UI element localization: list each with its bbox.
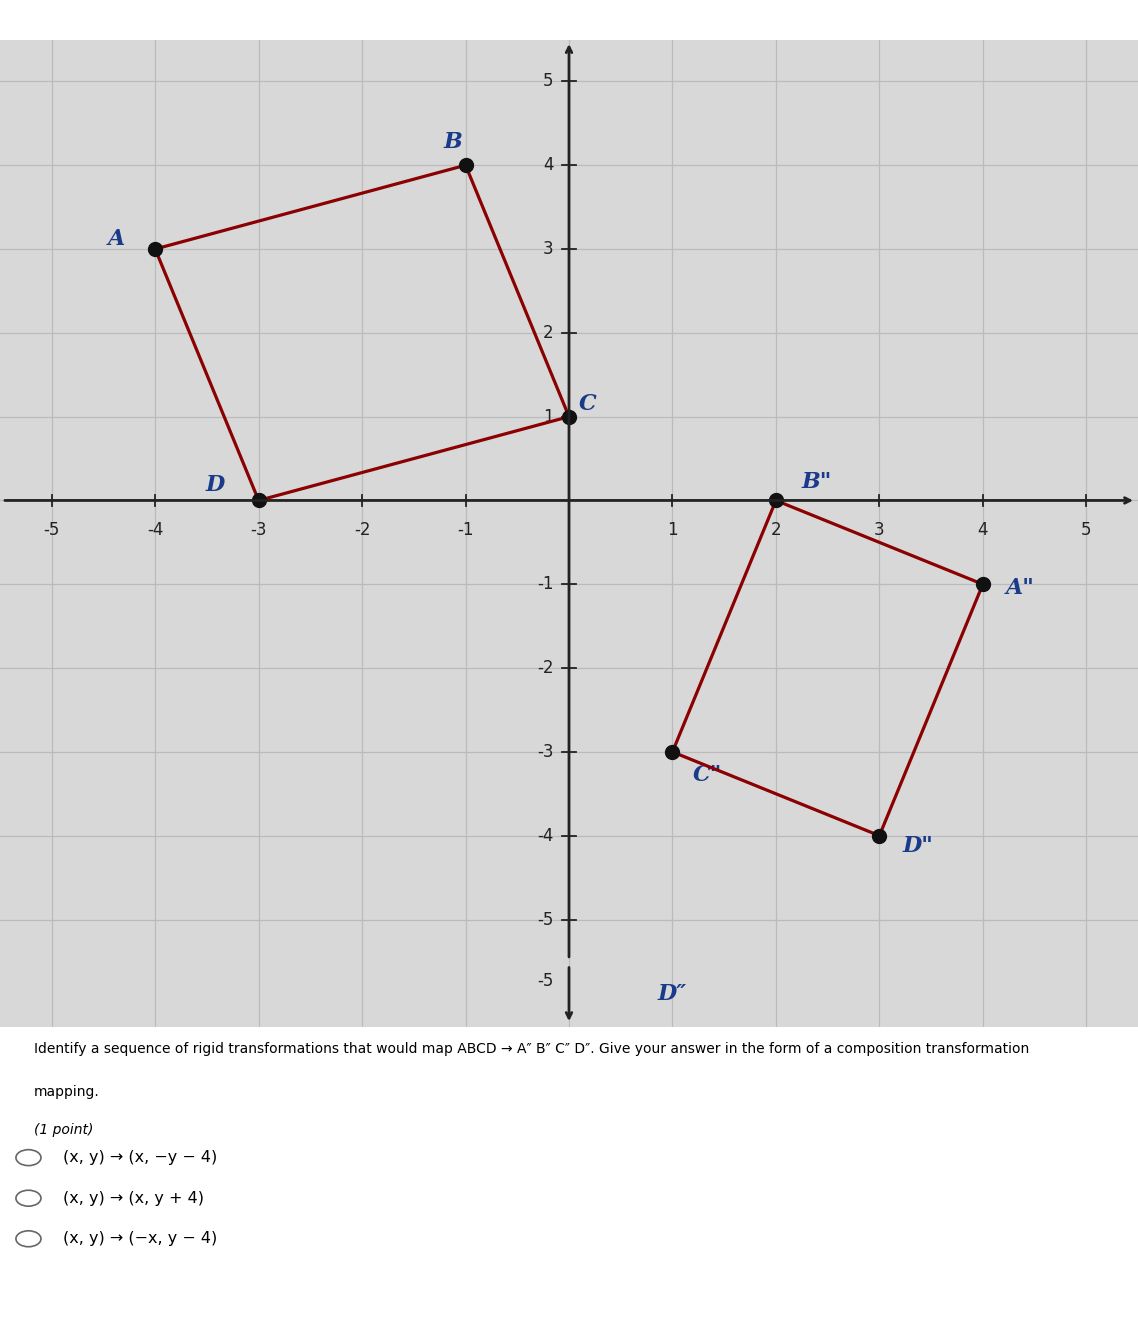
Text: (1 point): (1 point) (34, 1123, 93, 1137)
Text: 2: 2 (770, 522, 781, 540)
Text: -2: -2 (537, 658, 553, 677)
Text: B": B" (802, 471, 832, 493)
Text: A: A (107, 228, 124, 250)
Text: A": A" (1006, 577, 1034, 599)
Text: mapping.: mapping. (34, 1085, 100, 1100)
Text: 5: 5 (1081, 522, 1091, 540)
Text: 4: 4 (978, 522, 988, 540)
Text: -5: -5 (537, 910, 553, 928)
Text: C: C (579, 392, 596, 415)
Ellipse shape (16, 1191, 41, 1206)
Ellipse shape (16, 1150, 41, 1166)
Text: 5: 5 (543, 72, 553, 91)
Text: (x, y) → (x, −y − 4): (x, y) → (x, −y − 4) (63, 1150, 217, 1166)
Text: B: B (444, 130, 462, 153)
Text: 3: 3 (874, 522, 884, 540)
Text: 1: 1 (667, 522, 678, 540)
Text: Identify a sequence of rigid transformations that would map ABCD → A″ B″ C″ D″. : Identify a sequence of rigid transformat… (34, 1042, 1030, 1056)
Text: -1: -1 (537, 576, 553, 593)
Text: -5: -5 (43, 522, 60, 540)
Text: 2: 2 (543, 324, 553, 342)
Text: D": D" (902, 835, 933, 857)
Text: D″: D″ (658, 969, 687, 992)
Ellipse shape (16, 1231, 41, 1247)
Text: -2: -2 (354, 522, 370, 540)
Text: -4: -4 (147, 522, 164, 540)
Text: (x, y) → (x, y + 4): (x, y) → (x, y + 4) (63, 1191, 204, 1205)
Text: (x, y) → (−x, y − 4): (x, y) → (−x, y − 4) (63, 1231, 217, 1246)
Text: -3: -3 (537, 743, 553, 761)
Text: -5: -5 (537, 972, 553, 990)
Text: -1: -1 (457, 522, 473, 540)
Text: -4: -4 (537, 827, 553, 844)
Text: 3: 3 (543, 240, 553, 258)
Text: -3: -3 (250, 522, 267, 540)
Text: 4: 4 (543, 157, 553, 174)
Text: 1: 1 (543, 408, 553, 425)
Text: D″: D″ (658, 984, 687, 1005)
Text: C": C" (693, 764, 723, 786)
Text: D: D (206, 474, 225, 497)
